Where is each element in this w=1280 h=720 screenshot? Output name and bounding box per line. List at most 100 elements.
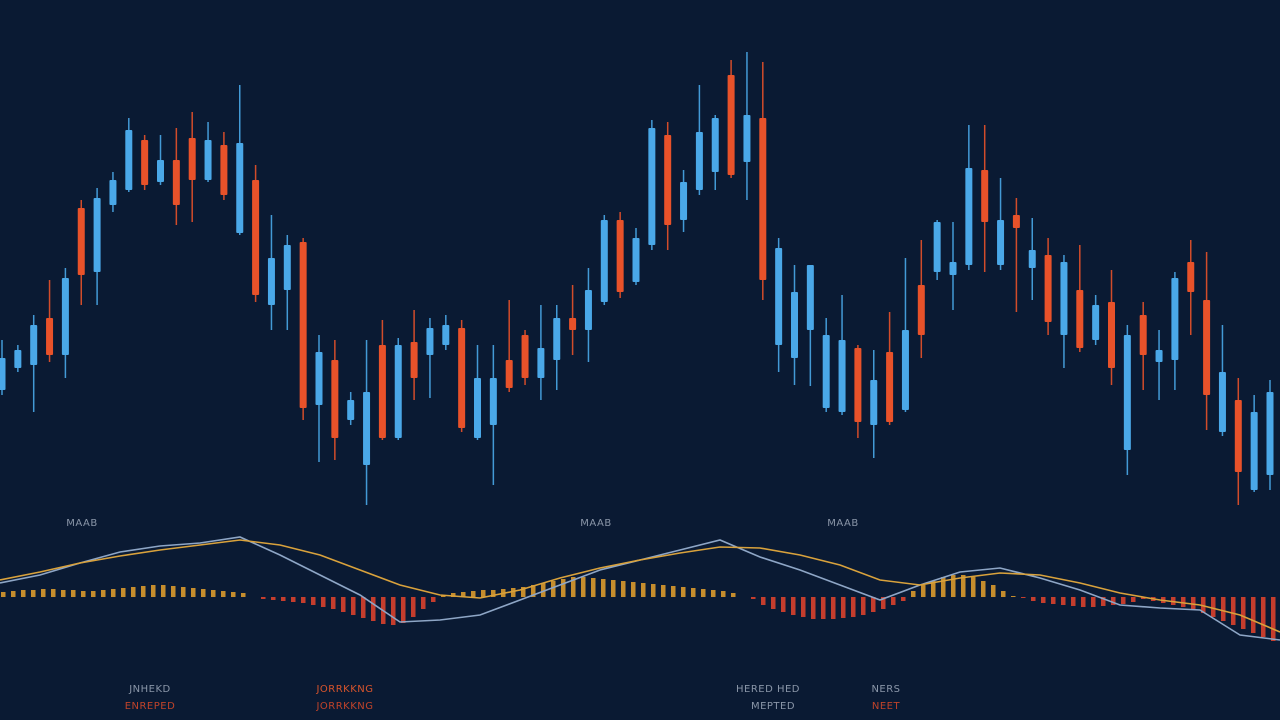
histogram-bar (1261, 597, 1266, 637)
histogram-bar (111, 589, 116, 597)
histogram-bar (401, 597, 406, 623)
histogram-bar (861, 597, 866, 615)
histogram-bar (431, 597, 436, 602)
histogram-bar (731, 593, 736, 597)
candle-body (680, 182, 688, 220)
histogram-bar (711, 590, 716, 597)
candle-body (1108, 302, 1115, 368)
candle-body (315, 352, 323, 405)
annotation: MAAB (66, 518, 97, 529)
histogram-bar (371, 597, 376, 621)
histogram-bar (961, 575, 966, 597)
histogram-bar (301, 597, 306, 603)
candle-body (1060, 262, 1068, 335)
candle-body (1266, 392, 1274, 475)
histogram-bar (771, 597, 776, 609)
histogram-bar (1091, 597, 1096, 607)
candle-body (426, 328, 434, 355)
histogram-bar (591, 578, 596, 597)
candle-body (394, 345, 402, 438)
histogram-bar (1041, 597, 1046, 603)
candle-body (632, 238, 640, 282)
annotation: JNHEKD (128, 684, 171, 695)
histogram-bar (51, 589, 56, 597)
annotation: JORRKKNG (315, 701, 373, 712)
candle-body (949, 262, 957, 275)
histogram-bar (891, 597, 896, 605)
candle-body (157, 160, 164, 182)
candle-body (172, 160, 180, 205)
candle-body (363, 392, 371, 465)
histogram-bar (1221, 597, 1226, 621)
candle-body (584, 290, 592, 330)
histogram-bar (571, 577, 576, 597)
histogram-bar (551, 581, 556, 597)
candle-body (1076, 290, 1084, 348)
histogram-bar (461, 592, 466, 597)
candle-body (46, 318, 54, 355)
candle-body (537, 348, 545, 378)
histogram-bar (1231, 597, 1236, 625)
candle-body (283, 245, 291, 290)
candle-body (236, 143, 244, 233)
annotation: JORRKKNG (315, 684, 373, 695)
histogram-bar (1111, 597, 1116, 605)
candle-body (331, 360, 339, 438)
candle-body (141, 140, 149, 185)
histogram-bar (971, 577, 976, 597)
candle-body (1234, 400, 1242, 472)
histogram-bar (901, 597, 906, 601)
candle-body (125, 130, 133, 190)
histogram-bar (1101, 597, 1106, 606)
histogram-bar (811, 597, 816, 619)
candle-body (917, 285, 925, 335)
candle-body (870, 380, 878, 425)
histogram-bar (241, 593, 246, 597)
candle-body (77, 208, 85, 275)
histogram-bar (651, 584, 656, 597)
candle-body (521, 335, 529, 378)
histogram-bar (341, 597, 346, 612)
candle-body (0, 358, 6, 390)
candle-body (1092, 305, 1100, 340)
candle-body (410, 342, 418, 378)
annotation: NEET (872, 701, 901, 712)
histogram-bar (761, 597, 766, 605)
candle-body (1171, 278, 1179, 360)
histogram-bar (291, 597, 296, 602)
histogram-bar (531, 585, 536, 597)
histogram-bar (1011, 596, 1016, 597)
histogram-bar (1071, 597, 1076, 606)
candle-body (759, 118, 767, 280)
histogram-bar (1121, 597, 1126, 604)
candle-body (933, 222, 941, 272)
histogram-bar (751, 597, 756, 599)
histogram-bar (231, 592, 236, 597)
annotation: HERED HED (736, 684, 800, 695)
histogram-bar (601, 579, 606, 597)
histogram-bar (981, 581, 986, 597)
histogram-bar (621, 581, 626, 597)
histogram-bar (311, 597, 316, 605)
candle-body (30, 325, 38, 365)
histogram-bar (321, 597, 326, 607)
histogram-bar (831, 597, 836, 619)
candle-body (378, 345, 386, 438)
histogram-bar (91, 591, 96, 597)
candle-body (188, 138, 196, 180)
histogram-bar (841, 597, 846, 618)
candle-body (822, 335, 830, 408)
candle-body (743, 115, 751, 162)
histogram-bar (361, 597, 366, 618)
histogram-bar (171, 586, 176, 597)
histogram-bar (201, 589, 206, 597)
histogram-bar (671, 586, 676, 597)
candle-body (648, 128, 656, 245)
candle-body (489, 378, 497, 425)
histogram-bar (931, 581, 936, 597)
candle-body (442, 325, 450, 345)
candle-body (616, 220, 624, 292)
candle-body (806, 265, 814, 330)
candle-body (838, 340, 846, 412)
